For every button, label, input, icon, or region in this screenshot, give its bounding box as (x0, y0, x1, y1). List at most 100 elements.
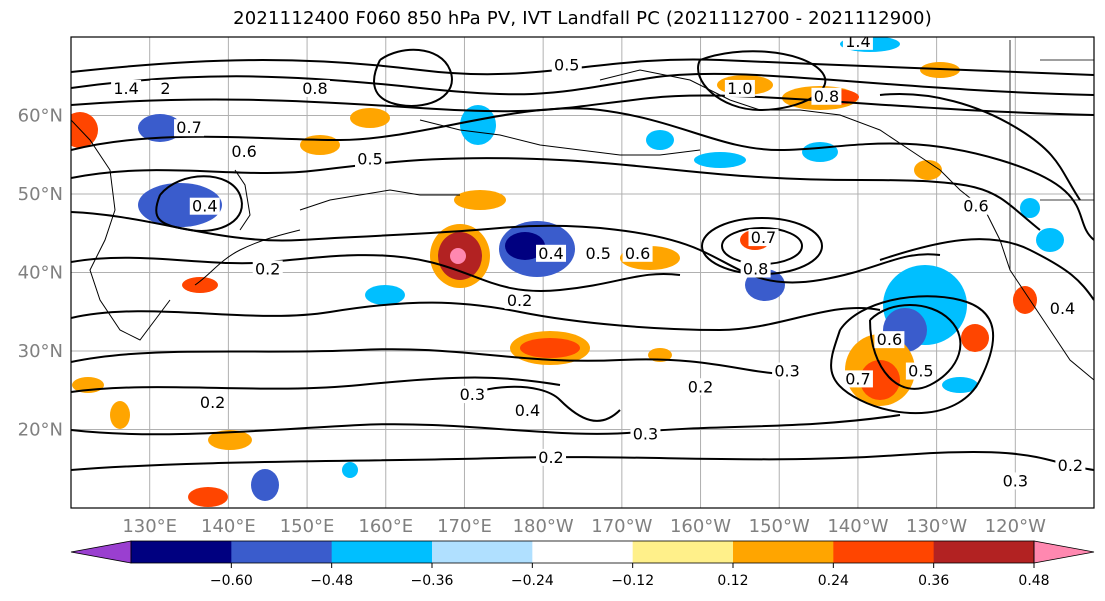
colorbar-tick-label: 0.48 (1018, 573, 1049, 589)
contour-label: 0.3 (774, 362, 799, 381)
contour-label-background (189, 197, 220, 215)
contour-line (71, 211, 941, 284)
contour-label-background (811, 87, 842, 105)
contour-label-background (536, 244, 567, 262)
latitude-tick-label: 30°N (18, 341, 63, 362)
latitude-tick-label: 20°N (18, 420, 63, 441)
contour-label-background (630, 425, 661, 443)
pv-negative-anomaly (646, 130, 674, 150)
contour-label: 1.4 (845, 32, 870, 51)
contour-label-background (174, 119, 205, 137)
pv-negative-anomaly (365, 285, 405, 305)
pv-positive-anomaly (188, 487, 228, 507)
pv-positive-anomaly (110, 401, 130, 429)
state-borders (1009, 40, 1094, 270)
contour-label: 0.5 (357, 150, 382, 169)
contour-label-background (197, 393, 228, 411)
pv-negative-anomaly (1020, 198, 1040, 218)
longitude-tick-label: 170°W (591, 516, 652, 537)
contour-label: 0.6 (963, 197, 988, 216)
contour-line (879, 93, 1081, 201)
map-frame (70, 36, 1095, 509)
contour-line (373, 48, 453, 107)
contour-line (71, 72, 1094, 96)
contour-label-background (504, 291, 535, 309)
contour-line (830, 295, 994, 415)
contour-label-background (905, 362, 936, 380)
colorbar-swatch (532, 541, 634, 563)
colorbar-swatch (331, 541, 433, 563)
pv-negative-anomaly (694, 152, 746, 168)
contour-label: 0.7 (176, 118, 201, 137)
colorbar-tick-label: −0.60 (210, 573, 253, 589)
longitude-tick-label: 140°W (827, 516, 888, 537)
contour-label-background (229, 142, 260, 160)
longitude-tick-label: 150°E (280, 516, 335, 537)
contour-label: 0.5 (554, 55, 579, 74)
contour-label: 0.6 (877, 330, 902, 349)
colorbar-tick-label: −0.12 (611, 573, 654, 589)
contour-label-background (299, 79, 330, 97)
pv-positive-anomaly (454, 190, 506, 210)
contour-label-background (1055, 456, 1086, 474)
contour-labels: 1.4 2 0.8 0.7 0.6 0.5 0.4 0.2 0.4 0.5 0.6 0.2 0.7 0.8… (111, 32, 1086, 490)
coastline-aleutians (419, 119, 701, 156)
contour-label-background (748, 229, 779, 247)
contour-line (71, 301, 881, 332)
colorbar-swatch (833, 541, 935, 563)
contour-label-background (874, 331, 905, 349)
contour-label-background (1047, 299, 1078, 317)
pv-negative-anomaly (1036, 228, 1064, 252)
contour-label: 0.2 (200, 393, 225, 412)
colorbar-tick-label: 0.36 (918, 573, 949, 589)
longitude-tick-label: 140°E (201, 516, 256, 537)
contour-label: 0.4 (538, 244, 563, 263)
colorbar-max-extension (1033, 540, 1095, 564)
contour-line (71, 376, 561, 393)
contour-label: 0.6 (625, 244, 650, 263)
contour-label: 0.2 (688, 377, 713, 396)
longitude-tick-label: 130°E (122, 516, 177, 537)
latitude-labels: 60°N 50°N 40°N 30°N 20°N (18, 106, 63, 441)
pv-negative-anomaly (802, 142, 838, 162)
contour-label-background (551, 56, 582, 74)
contour-label: 1.4 (113, 79, 138, 98)
contour-label-background (622, 244, 653, 262)
pv-negative-anomaly (342, 462, 358, 478)
pv-positive-anomaly (71, 112, 98, 148)
colorbar-tick-label: −0.48 (310, 573, 353, 589)
pv-positive-anomaly (1013, 286, 1037, 314)
contour-label-background (355, 150, 386, 168)
contour-label: 0.8 (302, 79, 327, 98)
coastline-north-america (599, 69, 1094, 381)
contour-label-background (536, 448, 567, 466)
colorbar-min-extension (70, 540, 132, 564)
contour-label-background (685, 378, 716, 396)
contour-label: 0.3 (633, 424, 658, 443)
latitude-tick-label: 40°N (18, 263, 63, 284)
pv-negative-anomaly (942, 377, 978, 393)
contour-label: 0.2 (1058, 456, 1083, 475)
map-title: 2021112400 F060 850 hPa PV, IVT Landfall… (233, 8, 932, 29)
colorbar-tick-label: −0.36 (411, 573, 454, 589)
contour-label: 0.2 (507, 291, 532, 310)
contour-label: 0.7 (845, 369, 870, 388)
pv-negative-anomaly (460, 105, 496, 145)
contour-label: 0.6 (231, 142, 256, 161)
colorbar-swatch (632, 541, 734, 563)
longitude-labels: 130°E 140°E 150°E 160°E 170°E 180°W 170°W 160°W… (122, 516, 1046, 537)
pv-positive-core (520, 338, 580, 358)
latitude-tick-label: 50°N (18, 184, 63, 205)
colorbar-tick-label: 0.12 (717, 573, 748, 589)
contour-label: 1.0 (727, 79, 752, 98)
coastline-sakhalin (234, 169, 251, 231)
contour-label: 0.2 (538, 448, 563, 467)
pv-negative-core (505, 232, 545, 260)
contour-label: 0.8 (743, 260, 768, 279)
contour-label: 0.2 (255, 260, 280, 279)
longitude-tick-label: 160°E (358, 516, 413, 537)
contour-line (71, 107, 1094, 241)
contour-label: 0.5 (908, 362, 933, 381)
contour-label: 2 (160, 79, 170, 98)
